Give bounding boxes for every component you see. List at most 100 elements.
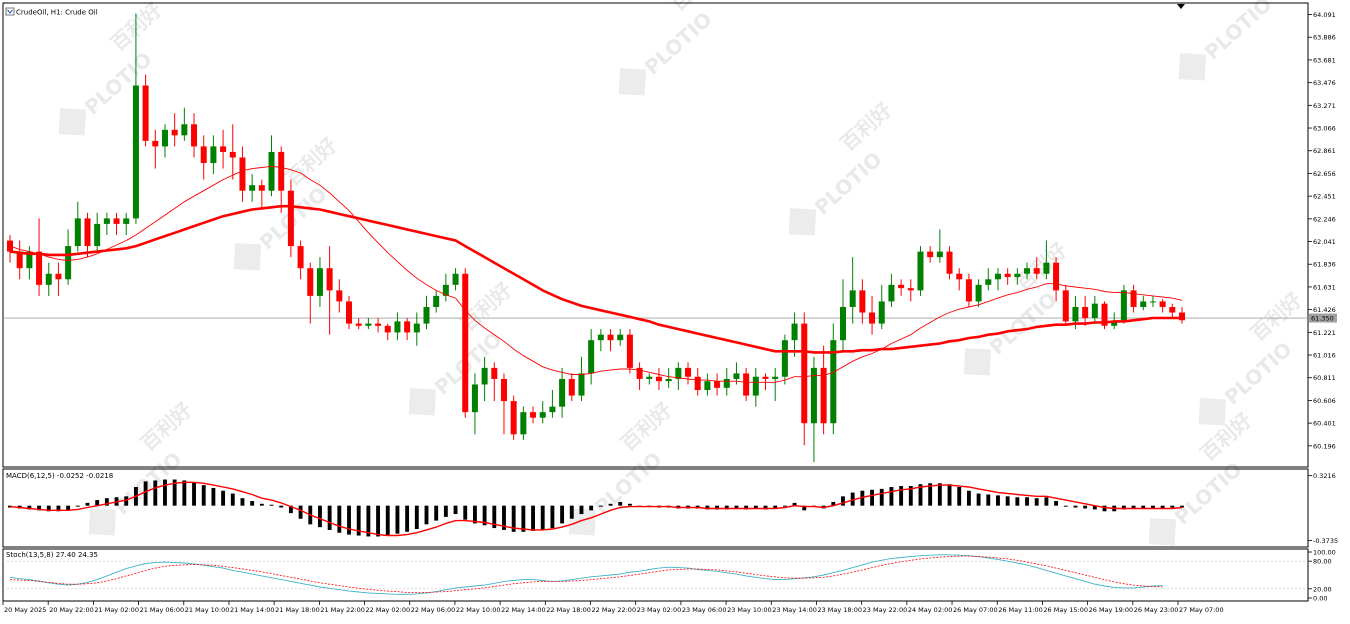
candle[interactable]: [239, 146, 246, 202]
candle[interactable]: [936, 229, 943, 263]
candle[interactable]: [1033, 257, 1040, 280]
candle[interactable]: [772, 367, 779, 402]
candle[interactable]: [917, 246, 924, 296]
candle[interactable]: [675, 362, 682, 391]
candle[interactable]: [74, 201, 81, 252]
candle[interactable]: [859, 279, 866, 324]
candle[interactable]: [1043, 240, 1050, 280]
candle[interactable]: [365, 318, 372, 330]
candle[interactable]: [1169, 303, 1176, 319]
candle[interactable]: [346, 295, 353, 330]
candle[interactable]: [55, 262, 62, 296]
candle[interactable]: [1014, 268, 1021, 285]
candle[interactable]: [36, 218, 43, 296]
candle[interactable]: [1101, 301, 1108, 330]
candle[interactable]: [1130, 284, 1137, 313]
candle[interactable]: [559, 367, 566, 418]
candle[interactable]: [801, 312, 808, 446]
candle[interactable]: [481, 356, 488, 402]
candle[interactable]: [568, 373, 575, 402]
candle[interactable]: [869, 295, 876, 335]
candle[interactable]: [1062, 284, 1069, 324]
candle[interactable]: [830, 323, 837, 435]
candle[interactable]: [781, 334, 788, 385]
candle[interactable]: [1053, 257, 1060, 302]
candle[interactable]: [849, 257, 856, 324]
candle[interactable]: [316, 257, 323, 307]
candle[interactable]: [791, 312, 798, 357]
candle[interactable]: [1120, 284, 1127, 324]
candle[interactable]: [530, 406, 537, 424]
candle[interactable]: [839, 279, 846, 352]
price-axis[interactable]: 64.091 63.886 63.681 63.476 63.271 63.066 62.8…: [1308, 11, 1336, 450]
candle[interactable]: [927, 246, 934, 263]
chart-menu-icon[interactable]: [5, 7, 15, 16]
candle[interactable]: [142, 74, 149, 147]
candle[interactable]: [1024, 262, 1031, 280]
candle[interactable]: [810, 356, 817, 462]
candle[interactable]: [1082, 295, 1089, 326]
candle[interactable]: [888, 273, 895, 307]
candle[interactable]: [171, 113, 178, 147]
shift-marker-icon[interactable]: [1177, 4, 1185, 9]
candle[interactable]: [191, 113, 198, 158]
candle[interactable]: [258, 179, 265, 208]
candle[interactable]: [714, 373, 721, 396]
candle[interactable]: [113, 212, 120, 235]
candle[interactable]: [433, 290, 440, 313]
candle[interactable]: [655, 367, 662, 391]
candle[interactable]: [161, 124, 168, 158]
candle[interactable]: [220, 129, 227, 169]
candle[interactable]: [510, 395, 517, 440]
candle[interactable]: [597, 329, 604, 352]
candle[interactable]: [752, 367, 759, 407]
candle[interactable]: [462, 268, 469, 418]
price-panel[interactable]: [2, 2, 1309, 468]
candle[interactable]: [820, 345, 827, 435]
candle[interactable]: [907, 279, 914, 302]
macd-panel[interactable]: [2, 468, 1309, 548]
candle[interactable]: [636, 362, 643, 391]
candle[interactable]: [471, 373, 478, 435]
candle[interactable]: [84, 212, 91, 258]
candle[interactable]: [123, 212, 130, 235]
candles-layer[interactable]: [6, 13, 1186, 462]
candle[interactable]: [549, 390, 556, 418]
candle[interactable]: [878, 284, 885, 330]
candle[interactable]: [200, 135, 207, 180]
candle[interactable]: [384, 323, 391, 341]
candle[interactable]: [307, 262, 314, 324]
candle[interactable]: [1159, 299, 1166, 313]
candle[interactable]: [287, 179, 294, 258]
candle[interactable]: [278, 146, 285, 213]
candle[interactable]: [975, 279, 982, 307]
candle[interactable]: [45, 262, 52, 296]
candle[interactable]: [326, 246, 333, 335]
candle[interactable]: [16, 240, 23, 280]
candle[interactable]: [946, 246, 953, 280]
candle[interactable]: [413, 312, 420, 346]
candle[interactable]: [607, 329, 614, 352]
candle[interactable]: [6, 235, 14, 263]
candle[interactable]: [229, 124, 236, 180]
candle[interactable]: [404, 318, 411, 341]
candle[interactable]: [646, 373, 653, 385]
candle[interactable]: [965, 273, 972, 307]
candle[interactable]: [268, 135, 275, 197]
candle[interactable]: [297, 240, 304, 280]
candle[interactable]: [452, 268, 459, 291]
candle[interactable]: [723, 367, 730, 396]
candle[interactable]: [1140, 295, 1147, 311]
candle[interactable]: [491, 362, 498, 402]
candle[interactable]: [694, 367, 701, 396]
candle[interactable]: [394, 312, 401, 341]
candle[interactable]: [442, 273, 449, 302]
time-axis[interactable]: 20 May 2025 20 May 22:00 21 May 02:00 21 Ma…: [2, 601, 1224, 614]
candle[interactable]: [94, 212, 101, 252]
candle[interactable]: [898, 279, 905, 296]
candle[interactable]: [210, 135, 217, 175]
candle[interactable]: [665, 367, 672, 388]
candle[interactable]: [132, 13, 139, 224]
candle[interactable]: [685, 362, 692, 385]
